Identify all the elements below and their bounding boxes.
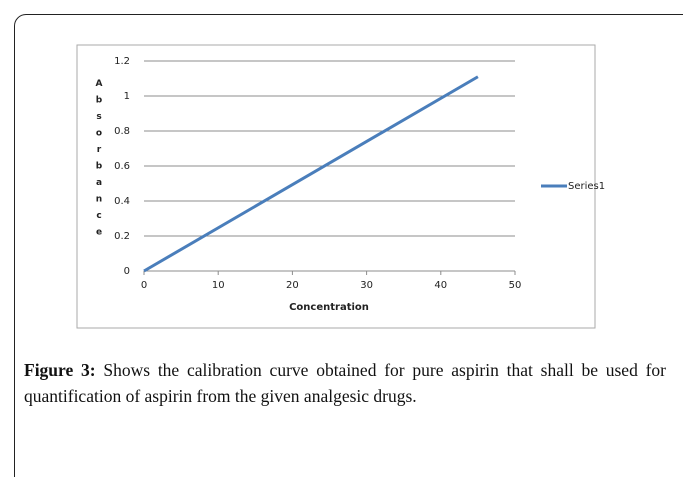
y-tick-label: 0 xyxy=(124,266,130,277)
y-tick-label: 0.2 xyxy=(114,231,130,242)
legend-label: Series1 xyxy=(568,181,605,192)
y-axis-label: Absorbance xyxy=(94,79,104,244)
caption: Figure 3: Shows the calibration curve ob… xyxy=(24,357,666,409)
y-tick-label: 0.8 xyxy=(114,126,130,137)
x-tick-label: 10 xyxy=(212,280,225,291)
x-tick-label: 40 xyxy=(434,280,447,291)
y-tick-label: 0.4 xyxy=(114,196,130,207)
x-tick-label: 0 xyxy=(141,280,147,291)
x-tick-label: 30 xyxy=(360,280,373,291)
y-tick-label: 1.2 xyxy=(114,56,130,67)
y-tick-label: 0.6 xyxy=(114,161,130,172)
x-axis-label: Concentration xyxy=(289,302,369,313)
x-tick-label: 50 xyxy=(509,280,522,291)
x-tick-label: 20 xyxy=(286,280,299,291)
caption-label: Figure 3: xyxy=(24,360,96,380)
chart-border xyxy=(76,44,596,329)
caption-text: Shows the calibration curve obtained for… xyxy=(24,360,666,406)
figure-frame xyxy=(14,14,683,477)
y-tick-label: 1 xyxy=(124,91,130,102)
data-line xyxy=(143,75,479,273)
